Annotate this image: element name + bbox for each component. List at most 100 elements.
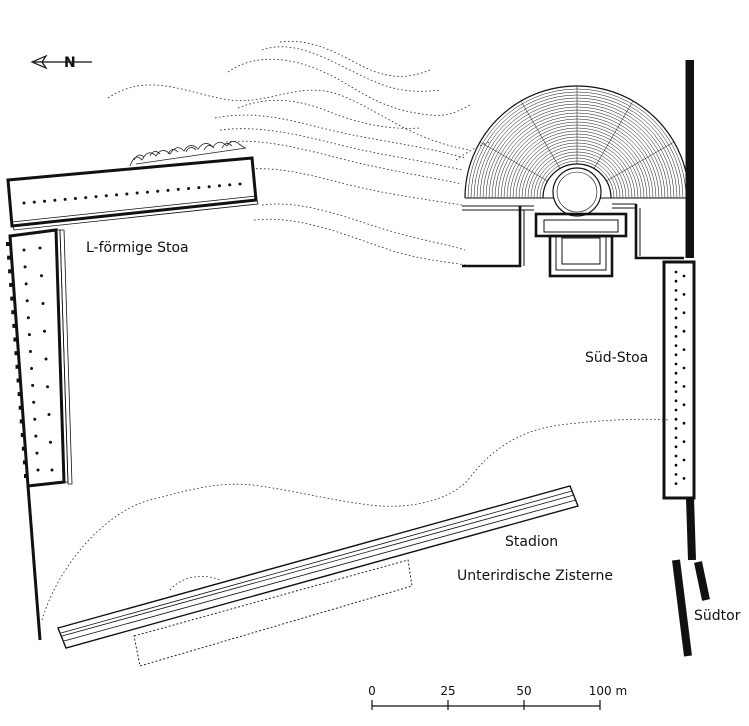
plaza-terrain-line	[41, 418, 671, 621]
stoa-column	[187, 187, 191, 191]
stoa-buttress	[18, 405, 23, 410]
stoa-column	[53, 198, 57, 202]
l-stoa-vertical-columns	[22, 246, 54, 472]
stoa-column	[47, 413, 51, 416]
stoa-column	[35, 451, 39, 455]
stoa-column	[674, 390, 678, 393]
stoa-column	[84, 196, 88, 200]
stoa-buttress	[14, 351, 19, 356]
stoa-column	[682, 311, 686, 315]
stoa-column	[682, 458, 686, 462]
stoa-column	[23, 265, 27, 269]
stoa-column	[674, 289, 678, 292]
stoa-column	[674, 381, 678, 384]
stoa-column	[682, 366, 686, 370]
stoa-column	[674, 279, 678, 283]
stoa-column	[674, 344, 678, 347]
stoa-column	[50, 468, 54, 472]
theatre-aisle	[606, 141, 675, 182]
stoa-buttress	[20, 433, 25, 438]
stoa-column	[34, 434, 38, 438]
stoa-column	[135, 191, 139, 195]
scale-tick-50: 50	[516, 684, 531, 698]
stoa-column	[28, 350, 32, 354]
stoa-column	[156, 189, 160, 193]
stoa-column	[674, 371, 678, 375]
stoa-column	[104, 194, 108, 198]
stoa-column	[33, 417, 37, 421]
stoa-buttress	[6, 242, 10, 246]
stoa-column	[46, 385, 49, 389]
stoa-buttress	[16, 378, 21, 383]
stoa-column	[682, 348, 686, 351]
north-arrow-letter: N	[64, 55, 76, 71]
scale-tick-100: 100 m	[589, 684, 627, 698]
stoa-column	[682, 274, 686, 278]
stoa-column	[674, 436, 678, 439]
l-stoa-vertical-wing	[8, 228, 73, 488]
stoa-column	[41, 302, 45, 305]
stoa-buttress	[7, 255, 12, 260]
stoa-column	[674, 473, 678, 476]
theatre-aisle	[479, 141, 548, 182]
stoa-column	[30, 366, 34, 370]
rubble-pattern	[129, 141, 247, 167]
stoa-column	[682, 293, 686, 296]
l-stoa-buttresses	[6, 242, 28, 478]
stoa-column	[73, 196, 77, 200]
theatre-stage-building	[534, 212, 628, 278]
stoa-column	[682, 477, 686, 480]
stoa-column	[32, 400, 36, 404]
stoa-column	[674, 307, 678, 311]
stoa-column	[36, 468, 40, 472]
label-stadion: Stadion	[505, 534, 558, 550]
scale-tick-25: 25	[440, 684, 455, 698]
theatre-walls	[462, 203, 684, 268]
stoa-column	[682, 385, 686, 388]
stoa-buttress	[9, 282, 14, 287]
theatre-aisle	[593, 100, 634, 169]
stoa-buttress	[21, 446, 26, 451]
stoa-column	[125, 192, 129, 196]
stoa-column	[49, 440, 52, 444]
stoa-column	[674, 445, 678, 449]
stoa-buttress	[12, 323, 17, 328]
stoa-buttress	[13, 337, 18, 342]
stoa-column	[674, 335, 678, 338]
label-l-stoa: L-förmige Stoa	[86, 240, 189, 256]
stoa-column	[43, 199, 47, 203]
l-stoa-horizontal-wing	[6, 156, 259, 231]
label-suedtor: Südtor	[694, 608, 741, 624]
stoa-buttress	[11, 310, 16, 315]
stoa-column	[682, 329, 686, 333]
stoa-buttress	[8, 269, 13, 274]
stoa-column	[25, 299, 29, 303]
west-boundary-wall	[26, 485, 42, 641]
stoa-buttress	[10, 296, 15, 301]
scale-tick-0: 0	[368, 684, 376, 698]
stoa-column	[115, 193, 119, 197]
stoa-column	[674, 399, 678, 403]
stoa-column	[63, 197, 67, 201]
stoa-column	[674, 316, 678, 320]
stoa-column	[674, 417, 678, 421]
sued-stoa-columns	[674, 270, 686, 485]
stoa-buttress	[19, 419, 24, 424]
north-arrow-icon: N	[30, 54, 92, 71]
stoa-column	[40, 274, 43, 278]
stoa-column	[674, 463, 678, 467]
stoa-column	[682, 403, 686, 407]
label-zisterne: Unterirdische Zisterne	[457, 568, 613, 584]
stoa-column	[674, 482, 678, 485]
stoa-column	[238, 182, 242, 186]
stoa-column	[217, 184, 221, 188]
stadion-terrain-line	[169, 576, 221, 591]
stoa-column	[26, 316, 30, 320]
stoa-column	[674, 270, 678, 274]
stoa-column	[43, 329, 46, 333]
theatre-orchestra	[552, 167, 602, 217]
label-sued-stoa: Süd-Stoa	[585, 350, 648, 366]
stoa-buttress	[22, 460, 27, 465]
l-stoa-horizontal-columns	[22, 182, 242, 205]
stoa-column	[145, 190, 149, 194]
